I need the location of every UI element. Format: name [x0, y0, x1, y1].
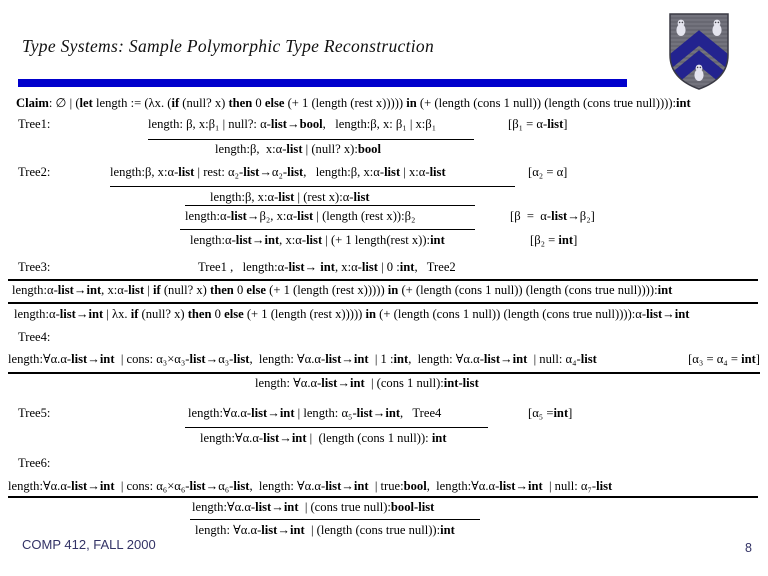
- tree1-numerator: length: β, x:β₁ | null?: α-list→bool, le…: [148, 117, 437, 131]
- tree6-numerator: length:∀α.α-list→int | cons: α₆×α₆-list→…: [8, 479, 613, 493]
- tree3-conclusion: length:α-list→int, x:α-list | if (null? …: [12, 283, 673, 297]
- shield-outline: [669, 13, 729, 90]
- lambda-abstraction-judgment: length:α-list→int | λx. if (null? x) the…: [14, 307, 690, 321]
- tree2-constraint-2: [β = α-list→β₂]: [510, 209, 595, 223]
- tree1-label: Tree1:: [18, 117, 51, 131]
- tree6-conclusion-2: length: ∀α.α-list→int | (length (cons tr…: [195, 523, 455, 537]
- tree6-fraction-bar-2: [190, 519, 480, 520]
- tree2-constraint-1: [α₂ = α]: [528, 165, 568, 179]
- tree2-judgment-3: length:α-list→β₂, x:α-list | (length (re…: [185, 209, 416, 223]
- tree2-judgment-4: length:α-list→int, x:α-list | (+ 1 lengt…: [190, 233, 445, 247]
- tree1-constraint: [β₁ = α-list]: [508, 117, 568, 131]
- tree3-numerator: Tree1 , length:α-list→ int, x:α-list | 0…: [198, 260, 456, 274]
- tree2-fraction-bar-1: [110, 186, 515, 187]
- tree6-conclusion-1: length:∀α.α-list→int | (cons true null):…: [192, 500, 435, 514]
- claim-line: Claim: ∅ | (let length := (λx. (if (null…: [16, 96, 691, 110]
- title-divider-bar: [18, 79, 627, 87]
- tree6-fraction-bar-1: [8, 496, 758, 498]
- tree5-conclusion: length:∀α.α-list→int | (length (cons 1 n…: [200, 431, 447, 445]
- tree5-constraint: [α₅ =int]: [528, 406, 573, 420]
- tree5-label: Tree5:: [18, 406, 51, 420]
- rice-shield-logo: [669, 13, 729, 90]
- course-footer: COMP 412, FALL 2000: [22, 537, 156, 552]
- owl-icon: [712, 19, 722, 36]
- owl-icon: [676, 19, 686, 36]
- tree1-fraction-bar: [148, 139, 474, 140]
- tree4-numerator-row: length:∀α.α-list→int | cons: α₃×α₃-list→…: [8, 352, 760, 367]
- tree4-fraction-bar: [8, 372, 760, 374]
- tree2-numerator: length:β, x:α-list | rest: α₂-list→α₂-li…: [110, 165, 446, 179]
- tree2-label: Tree2:: [18, 165, 51, 179]
- tree2-judgment-2: length:β, x:α-list | (rest x):α-list: [210, 190, 370, 204]
- tree1-conclusion: length:β, x:α-list | (null? x):bool: [215, 142, 381, 156]
- tree4-constraint: [α₃ = α₄ = int]: [688, 352, 760, 366]
- tree4-conclusion: length: ∀α.α-list→int | (cons 1 null):in…: [255, 376, 479, 390]
- page-number: 8: [745, 541, 752, 555]
- tree4-numerator: length:∀α.α-list→int | cons: α₃×α₃-list→…: [8, 352, 597, 366]
- tree3-label: Tree3:: [18, 260, 51, 274]
- tree4-label: Tree4:: [18, 330, 51, 344]
- tree2-fraction-bar-3: [180, 229, 475, 230]
- let-rule-bar: [8, 302, 758, 304]
- shield-chevron-upper: [670, 30, 728, 70]
- tree5-numerator: length:∀α.α-list→int | length: α₅-list→i…: [188, 406, 442, 420]
- tree5-fraction-bar: [185, 427, 488, 428]
- tree2-fraction-bar-2: [185, 205, 475, 206]
- tree2-constraint-3: [β₂ = int]: [530, 233, 578, 247]
- tree6-label: Tree6:: [18, 456, 51, 470]
- slide-title: Type Systems: Sample Polymorphic Type Re…: [22, 36, 435, 56]
- tree3-fraction-bar: [8, 279, 758, 281]
- owl-icon: [694, 64, 704, 81]
